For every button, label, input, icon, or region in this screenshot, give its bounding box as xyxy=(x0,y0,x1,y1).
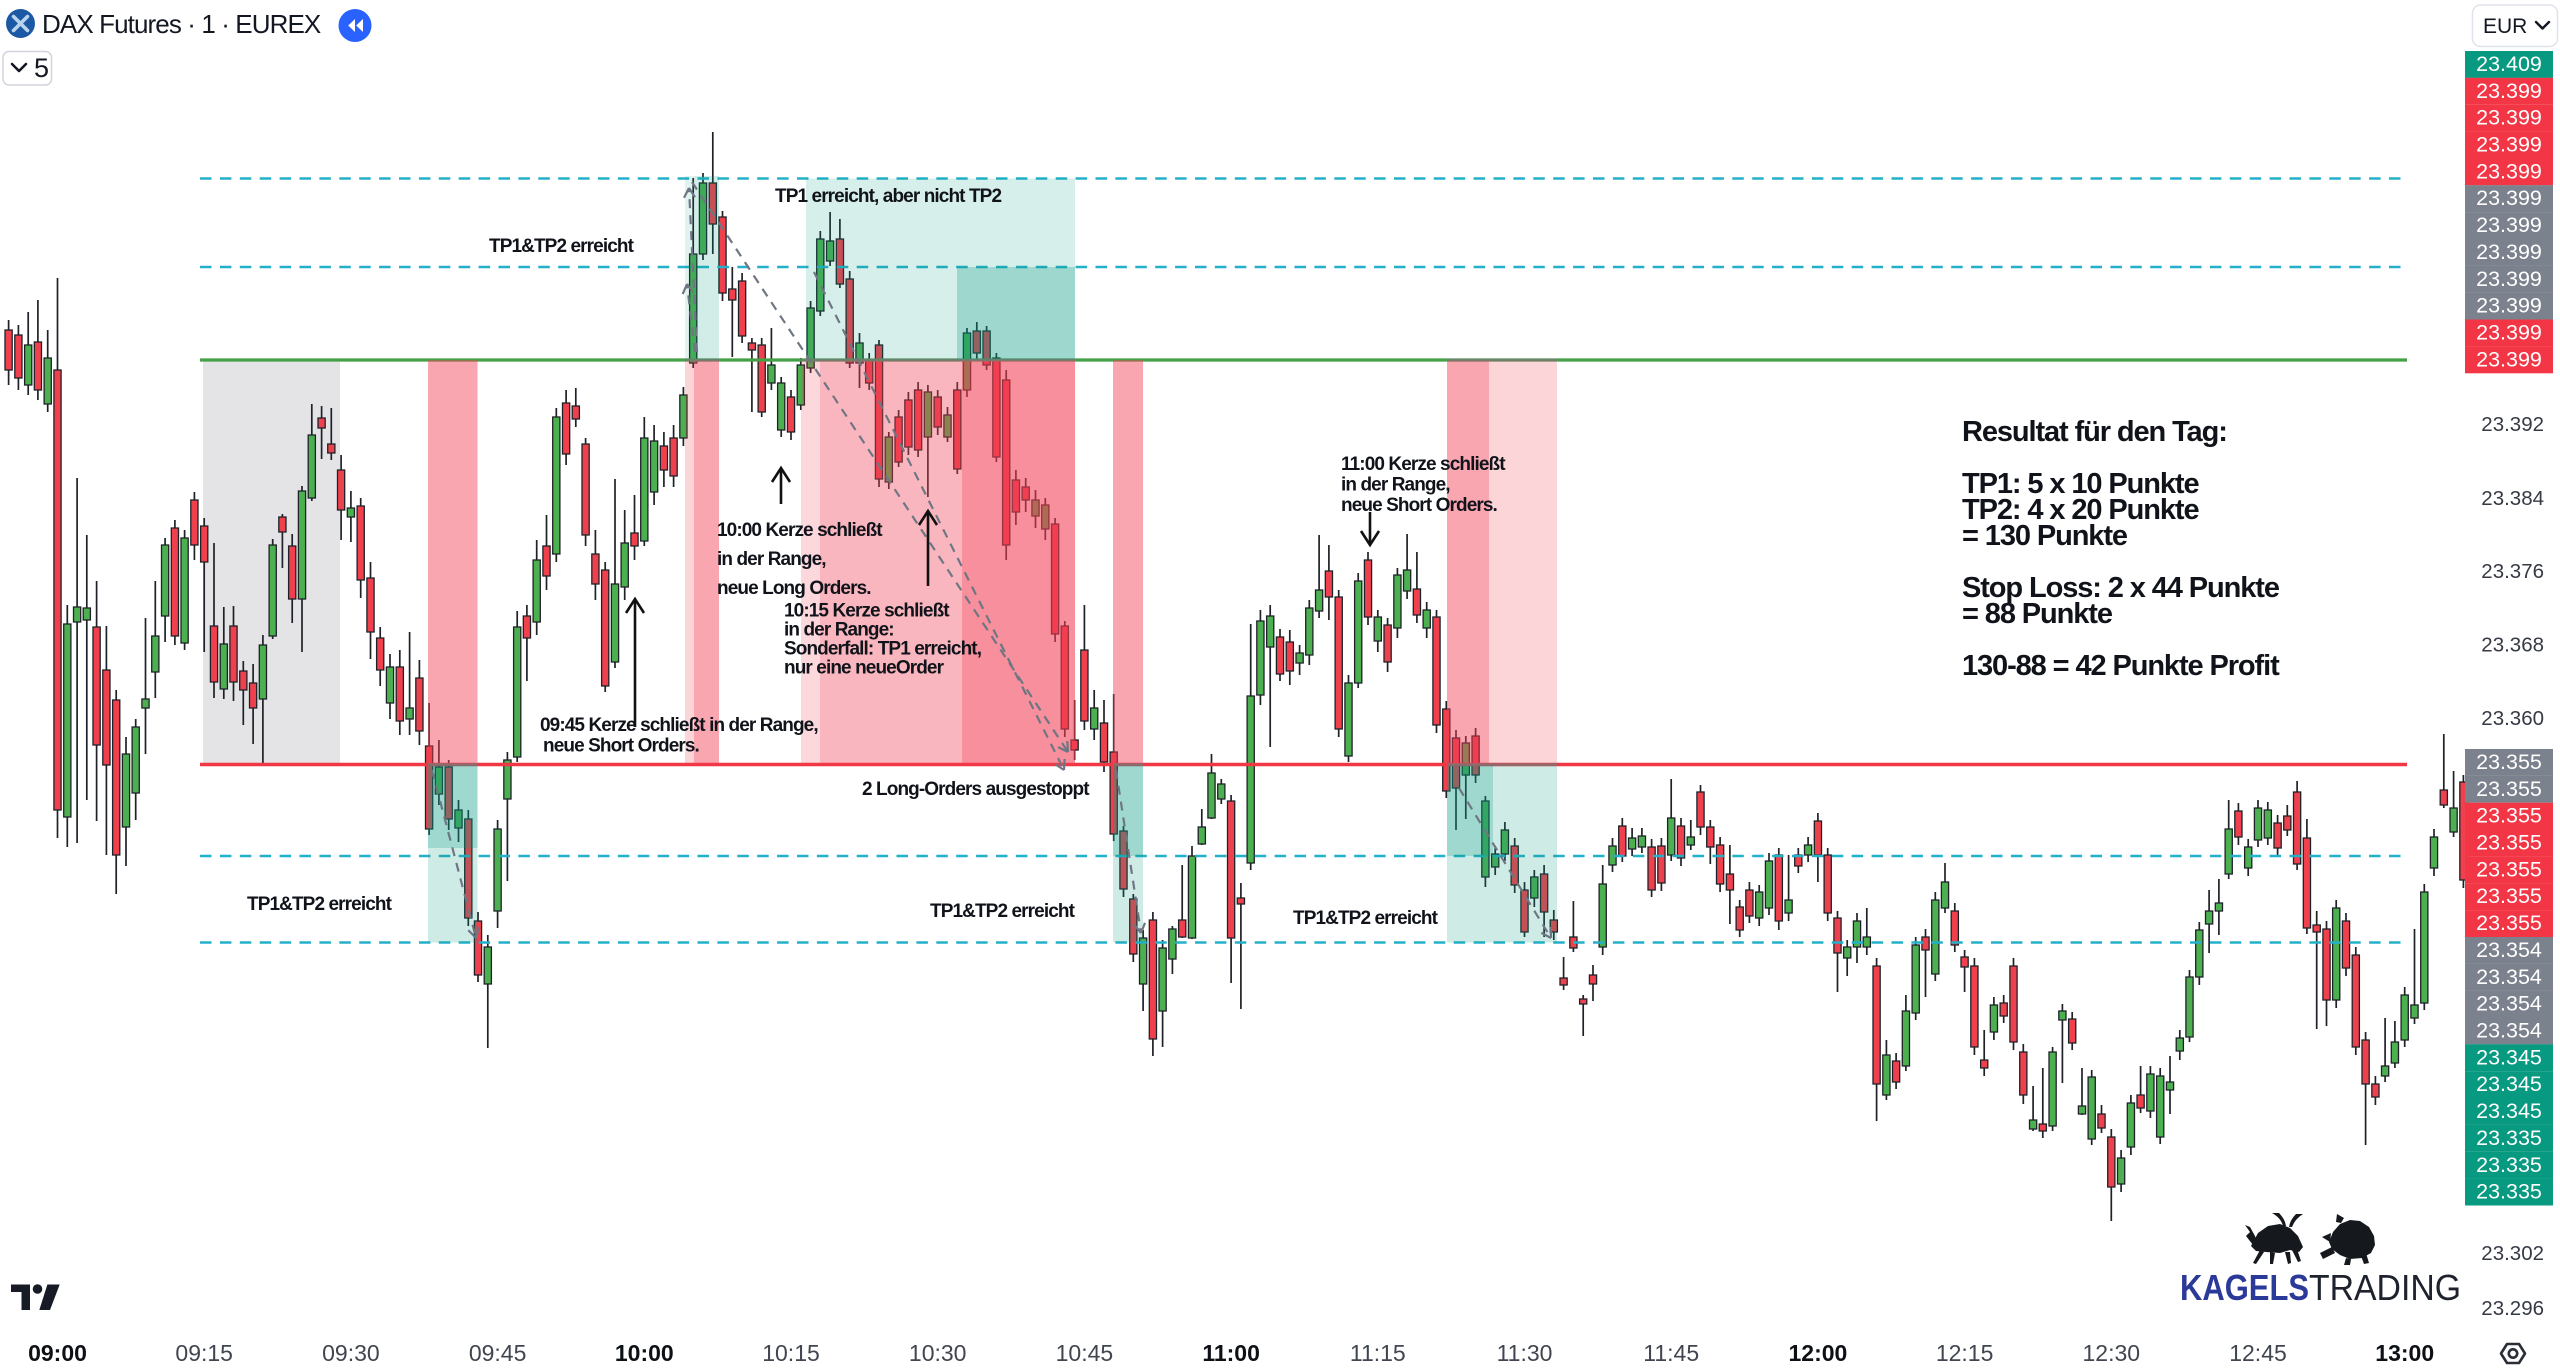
svg-text:23.354: 23.354 xyxy=(2476,938,2542,962)
svg-text:23.399: 23.399 xyxy=(2476,321,2542,345)
svg-text:10:15: 10:15 xyxy=(762,1340,820,1366)
svg-text:23.355: 23.355 xyxy=(2476,804,2542,828)
svg-text:2 Long-Orders ausgestoppt: 2 Long-Orders ausgestoppt xyxy=(862,779,1090,800)
svg-text:11:15: 11:15 xyxy=(1350,1340,1406,1366)
svg-text:23.302: 23.302 xyxy=(2481,1242,2544,1265)
svg-text:23.360: 23.360 xyxy=(2481,707,2544,730)
svg-text:23.399: 23.399 xyxy=(2476,133,2542,157)
svg-text:09:30: 09:30 xyxy=(322,1340,380,1366)
svg-text:23.384: 23.384 xyxy=(2481,487,2544,510)
svg-text:13:00: 13:00 xyxy=(2375,1340,2434,1366)
svg-text:TP1&TP2 erreicht: TP1&TP2 erreicht xyxy=(1293,908,1439,929)
svg-text:23.354: 23.354 xyxy=(2476,965,2542,989)
svg-text:23.355: 23.355 xyxy=(2476,911,2542,935)
svg-text:12:15: 12:15 xyxy=(1936,1340,1994,1366)
svg-text:09:00: 09:00 xyxy=(28,1340,87,1366)
svg-text:23.355: 23.355 xyxy=(2476,750,2542,774)
svg-text:12:30: 12:30 xyxy=(2083,1340,2141,1366)
svg-text:11:30: 11:30 xyxy=(1497,1340,1553,1366)
svg-text:23.354: 23.354 xyxy=(2476,992,2542,1016)
svg-text:23.409: 23.409 xyxy=(2476,52,2542,76)
svg-text:23.345: 23.345 xyxy=(2476,1072,2542,1096)
svg-text:EUR: EUR xyxy=(2483,15,2527,38)
svg-text:23.399: 23.399 xyxy=(2476,294,2542,318)
svg-text:5: 5 xyxy=(34,53,49,83)
svg-text:23.345: 23.345 xyxy=(2476,1045,2542,1069)
svg-text:23.399: 23.399 xyxy=(2476,79,2542,103)
svg-text:09:15: 09:15 xyxy=(175,1340,233,1366)
svg-text:11:00: 11:00 xyxy=(1202,1340,1260,1366)
svg-text:10:45: 10:45 xyxy=(1056,1340,1114,1366)
svg-text:12:45: 12:45 xyxy=(2229,1340,2287,1366)
svg-text:TP1&TP2 erreicht: TP1&TP2 erreicht xyxy=(489,236,635,257)
svg-text:23.376: 23.376 xyxy=(2481,560,2544,583)
svg-text:09:45: 09:45 xyxy=(469,1340,527,1366)
svg-text:10:00: 10:00 xyxy=(615,1340,674,1366)
svg-text:10:30: 10:30 xyxy=(909,1340,967,1366)
svg-text:23.399: 23.399 xyxy=(2476,240,2542,264)
svg-text:23.296: 23.296 xyxy=(2481,1297,2544,1320)
svg-text:23.399: 23.399 xyxy=(2476,347,2542,371)
svg-text:23.335: 23.335 xyxy=(2476,1180,2542,1204)
svg-text:23.399: 23.399 xyxy=(2476,267,2542,291)
svg-text:23.355: 23.355 xyxy=(2476,777,2542,801)
svg-text:23.399: 23.399 xyxy=(2476,159,2542,183)
svg-text:23.399: 23.399 xyxy=(2476,186,2542,210)
svg-text:23.368: 23.368 xyxy=(2481,634,2544,657)
svg-text:23.355: 23.355 xyxy=(2476,857,2542,881)
svg-text:TP1&TP2 erreicht: TP1&TP2 erreicht xyxy=(930,901,1076,922)
svg-text:neue Short Orders.: neue Short Orders. xyxy=(543,736,699,757)
svg-text:Resultat für den Tag:TP1: 5 x: Resultat für den Tag: TP1: 5 x 10 Punkte T… xyxy=(1962,416,2280,682)
svg-text:KAGELS: KAGELS xyxy=(2180,1267,2309,1308)
svg-text:23.335: 23.335 xyxy=(2476,1126,2542,1150)
svg-text:23.345: 23.345 xyxy=(2476,1099,2542,1123)
svg-text:DAX Futures · 1 · EUREX: DAX Futures · 1 · EUREX xyxy=(42,9,321,39)
svg-text:12:00: 12:00 xyxy=(1788,1340,1847,1366)
svg-text:23.355: 23.355 xyxy=(2476,884,2542,908)
svg-text:23.335: 23.335 xyxy=(2476,1153,2542,1177)
svg-text:23.399: 23.399 xyxy=(2476,213,2542,237)
svg-text:09:45 Kerze schließt in der Ra: 09:45 Kerze schließt in der Range, xyxy=(540,715,818,736)
svg-text:23.354: 23.354 xyxy=(2476,1019,2542,1043)
svg-text:23.392: 23.392 xyxy=(2481,413,2544,436)
svg-text:TP1 erreicht, aber nicht TP2: TP1 erreicht, aber nicht TP2 xyxy=(775,186,1001,207)
svg-text:23.355: 23.355 xyxy=(2476,831,2542,855)
svg-text:TRADING: TRADING xyxy=(2309,1267,2461,1308)
svg-text:TP1&TP2 erreicht: TP1&TP2 erreicht xyxy=(247,894,393,915)
svg-text:11:45: 11:45 xyxy=(1643,1340,1699,1366)
svg-text:23.399: 23.399 xyxy=(2476,106,2542,130)
